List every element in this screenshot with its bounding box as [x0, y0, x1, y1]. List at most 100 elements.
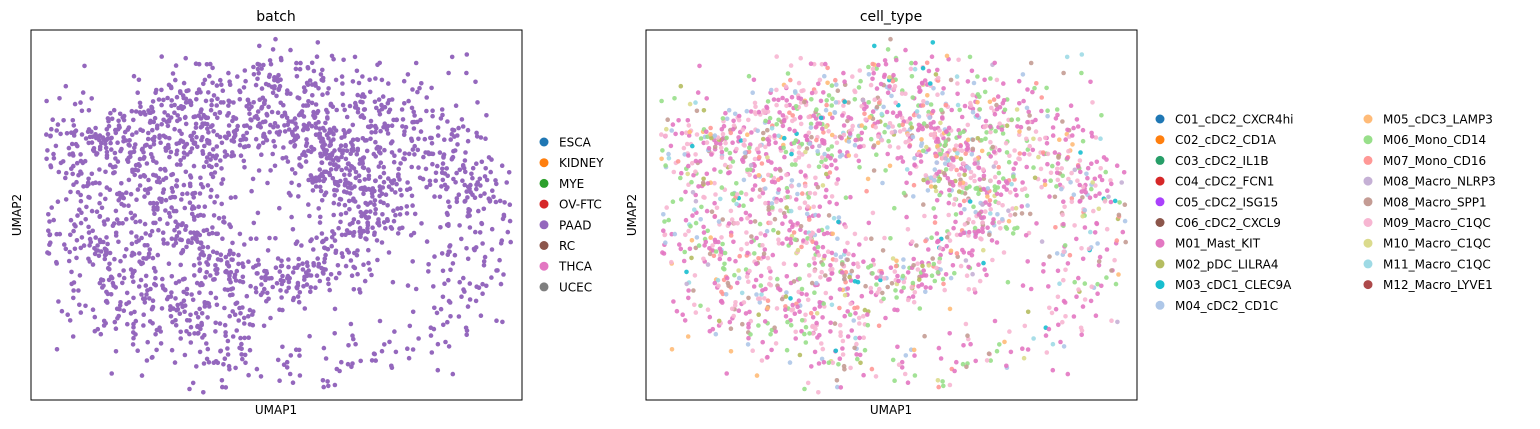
scatter-point: [357, 178, 362, 184]
scatter-point: [150, 155, 155, 160]
scatter-point: [789, 94, 795, 100]
scatter-point: [169, 103, 174, 109]
scatter-point: [242, 335, 247, 341]
scatter-point: [374, 238, 380, 243]
scatter-point: [858, 360, 863, 366]
scatter-point: [363, 236, 368, 241]
legend-label: M04_cDC2_CD1C: [1175, 299, 1278, 313]
scatter-point: [78, 158, 84, 164]
scatter-point: [804, 240, 809, 245]
scatter-point: [900, 273, 906, 279]
scatter-point: [885, 284, 890, 290]
scatter-point: [378, 160, 384, 165]
scatter-point: [256, 70, 262, 76]
scatter-point: [1039, 108, 1044, 114]
scatter-point: [140, 128, 145, 134]
scatter-point: [244, 293, 250, 299]
scatter-point: [416, 336, 421, 341]
scatter-point: [734, 201, 739, 207]
scatter-point: [997, 121, 1002, 126]
scatter-point: [842, 313, 847, 319]
scatter-point: [422, 136, 428, 142]
scatter-point: [187, 99, 192, 105]
scatter-point: [213, 295, 219, 301]
panel-cell-type: cell_type UMAP1 UMAP2 C01_cDC2_CXCR4hiC0…: [625, 9, 1496, 417]
scatter-point: [883, 168, 888, 173]
scatter-point: [1039, 95, 1044, 100]
scatter-point: [784, 290, 789, 295]
scatter-point: [208, 194, 213, 200]
scatter-point: [483, 166, 489, 171]
scatter-point: [1080, 256, 1086, 262]
scatter-point: [691, 288, 696, 293]
scatter-point: [870, 109, 876, 114]
scatter-point: [735, 192, 740, 197]
scatter-point: [94, 209, 100, 214]
scatter-point: [344, 166, 349, 171]
scatter-point: [91, 146, 97, 151]
scatter-point: [465, 304, 471, 309]
scatter-point: [298, 60, 303, 66]
scatter-point: [231, 100, 236, 105]
scatter-point: [1009, 117, 1014, 122]
scatter-point: [431, 284, 436, 289]
scatter-point: [294, 125, 300, 130]
scatter-point: [726, 170, 731, 176]
scatter-point: [302, 277, 307, 282]
scatter-point: [1007, 329, 1012, 334]
scatter-point: [143, 283, 149, 288]
scatter-point: [317, 167, 323, 172]
scatter-point: [299, 243, 304, 248]
scatter-point: [206, 360, 212, 365]
scatter-point: [184, 318, 190, 323]
scatter-point: [209, 171, 214, 177]
scatter-point: [874, 275, 879, 281]
scatter-point: [982, 267, 987, 272]
scatter-point: [400, 117, 406, 122]
x-axis-label: UMAP1: [870, 403, 912, 417]
scatter-point: [787, 110, 792, 115]
scatter-point: [373, 154, 379, 159]
scatter-point: [774, 122, 779, 127]
scatter-point: [888, 265, 894, 271]
scatter-point: [970, 109, 976, 115]
scatter-point: [232, 312, 238, 318]
scatter-point: [929, 54, 935, 59]
scatter-point: [1120, 229, 1126, 235]
scatter-point: [277, 269, 283, 274]
scatter-point: [190, 297, 196, 303]
scatter-point: [988, 76, 993, 81]
scatter-point: [151, 204, 157, 210]
scatter-point: [180, 304, 185, 310]
legend-label: M12_Macro_LYVE1: [1383, 278, 1493, 292]
scatter-point: [1045, 113, 1050, 119]
scatter-point: [928, 81, 933, 86]
scatter-point: [483, 136, 488, 141]
scatter-point: [813, 175, 818, 181]
scatter-point: [69, 281, 74, 287]
scatter-point: [916, 126, 922, 131]
scatter-point: [826, 277, 831, 282]
scatter-point: [67, 152, 72, 157]
scatter-point: [184, 329, 189, 334]
scatter-point: [213, 320, 218, 326]
scatter-point: [361, 165, 367, 171]
scatter-point: [418, 117, 423, 123]
scatter-point: [379, 240, 385, 245]
scatter-point: [782, 154, 787, 160]
scatter-point: [1045, 161, 1050, 167]
scatter-point: [460, 124, 466, 129]
scatter-point: [926, 68, 932, 74]
scatter-point: [1032, 85, 1037, 91]
scatter-point: [895, 156, 900, 161]
scatter-point: [288, 91, 293, 96]
scatter-point: [1072, 223, 1077, 228]
legend-label: M01_Mast_KIT: [1175, 237, 1261, 251]
scatter-point: [684, 281, 689, 287]
scatter-point: [1060, 319, 1065, 325]
scatter-point: [92, 314, 98, 320]
scatter-point: [225, 346, 230, 351]
scatter-point: [280, 273, 285, 279]
scatter-point: [890, 124, 895, 129]
scatter-point: [1012, 226, 1017, 231]
